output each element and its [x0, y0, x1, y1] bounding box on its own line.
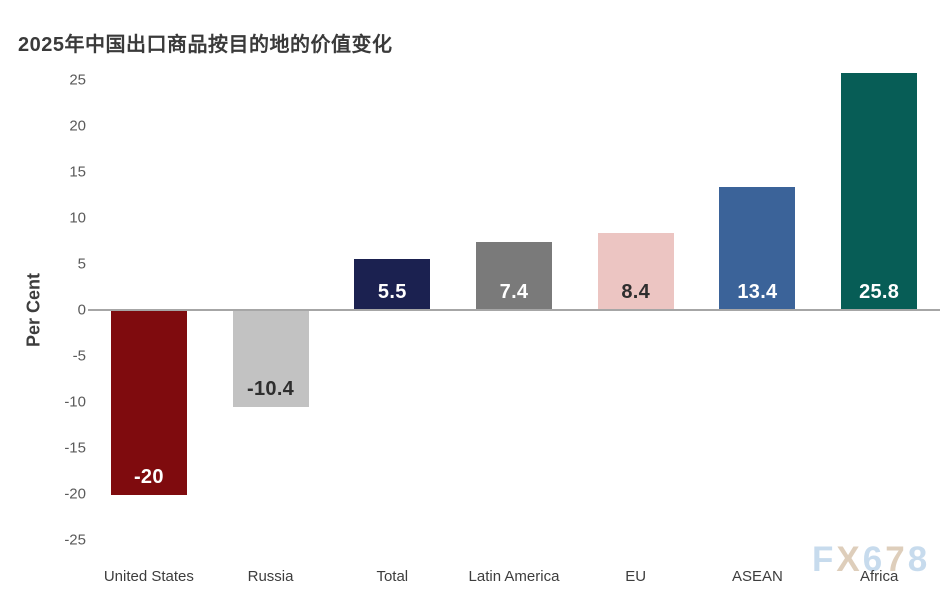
y-tick-label: -20	[64, 485, 86, 503]
y-tick-label: 25	[69, 71, 86, 89]
watermark-letter: X	[836, 540, 863, 579]
watermark-letter: 8	[907, 540, 931, 579]
x-category-label: United States	[103, 568, 194, 585]
y-tick-label: 15	[69, 163, 86, 181]
y-tick-label: 10	[69, 209, 86, 227]
bar-asean: 13.4	[719, 186, 796, 310]
bar-africa: 25.8	[841, 72, 918, 310]
bar-eu: 8.4	[597, 232, 674, 310]
x-category-label: Latin America	[468, 568, 560, 585]
y-tick-label: -5	[72, 347, 86, 365]
bar-value-label: -20	[133, 466, 164, 488]
watermark-letter: 7	[885, 540, 908, 579]
bar-russia: -10.4	[232, 311, 309, 407]
x-category-label: Total	[376, 568, 409, 585]
x-category-label: Russia	[247, 568, 294, 585]
bar-total: 5.5	[354, 259, 431, 310]
bar-value-label: -10.4	[247, 377, 295, 400]
bar-latin-america: 7.4	[476, 241, 552, 310]
bar-value-label: 8.4	[621, 280, 651, 303]
watermark-letter: 6	[862, 540, 886, 579]
bar-value-label: 25.8	[859, 280, 900, 303]
bar-value-label: 7.4	[499, 280, 529, 303]
y-tick-label: 5	[77, 255, 86, 273]
x-category-label: ASEAN	[731, 568, 783, 585]
bar-united-states: -20	[110, 311, 187, 495]
y-tick-label: 0	[77, 301, 86, 319]
chart-title: 2025年中国出口商品按目的地的价值变化	[18, 34, 393, 56]
fx678-watermark: FX678	[812, 540, 930, 580]
y-tick-label: -15	[64, 439, 86, 457]
x-category-label: EU	[625, 568, 647, 585]
x-axis-line	[88, 309, 940, 311]
bar-value-label: 13.4	[737, 280, 778, 303]
bar-value-label: 5.5	[377, 280, 407, 303]
y-tick-label: -10	[64, 393, 86, 411]
y-tick-label: -25	[64, 531, 86, 549]
y-tick-label: 20	[69, 117, 86, 135]
x-category-label: Africa	[859, 568, 899, 585]
watermark-letter: F	[812, 540, 837, 579]
